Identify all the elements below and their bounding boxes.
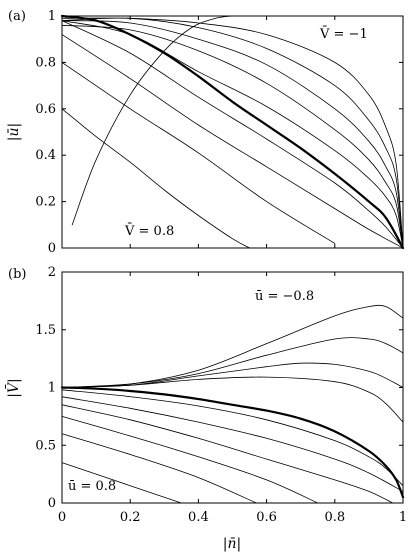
panel-b-lines xyxy=(60,304,405,504)
panel-a-series-line-10 xyxy=(71,15,233,226)
panel-a-lines xyxy=(60,14,405,250)
panel-a-series-line-9 xyxy=(61,108,250,249)
panel-b-annotation-bottom: ū = 0.8 xyxy=(68,479,116,494)
panel-a-series-line-0 xyxy=(61,17,404,249)
panel-b-frame xyxy=(61,271,404,504)
panel-a-series-line-7 xyxy=(61,34,404,249)
panel-a-ytick-label: 0.2 xyxy=(35,195,56,210)
panel-b-series-line-4 xyxy=(60,386,405,499)
panel-b-series-line-7 xyxy=(61,404,394,504)
panel-a-annotation-top: V̄ = −1 xyxy=(319,26,368,42)
panel-a-series-line-6 xyxy=(61,20,404,249)
panel-a-series-line-5 xyxy=(60,14,405,250)
panel-a-ytick-label: 0.8 xyxy=(35,55,56,70)
panel-b-series-line-8 xyxy=(61,416,319,504)
panel-a-ytick-label: 0.4 xyxy=(35,148,56,163)
panel-a-ytick-label: 0 xyxy=(48,241,56,256)
panel-a-frame xyxy=(61,15,404,249)
panel-b-xtick-label: 0.2 xyxy=(120,510,141,525)
panel-a: (a) 0 0.2 0.4 0.6 0.8 1 |ū| V̄ = −1 V̄ = 0.8 xyxy=(6,9,405,256)
panel-b-xtick-label: 0 xyxy=(58,510,66,525)
panel-a-annotation-bottom: V̄ = 0.8 xyxy=(124,223,174,239)
panel-b-annotation-top: ū = −0.8 xyxy=(255,289,314,304)
panel-a-ylabel: |ū| xyxy=(6,123,22,141)
panel-b-ylabel: |V̄| xyxy=(4,378,22,398)
panel-b-series-line-2 xyxy=(61,362,404,388)
panel-a-series-line-1 xyxy=(61,17,404,249)
panel-b-ytick-label: 0.5 xyxy=(35,438,56,453)
panel-b: (b) 0 0.5 1 1.5 2 0 0.2 0.4 0.6 0.8 1 |V̄| |n̄| ū … xyxy=(4,265,407,552)
panel-b-series-line-1 xyxy=(61,337,404,388)
panel-a-series-line-4 xyxy=(61,20,404,249)
panel-b-series-line-0 xyxy=(61,304,404,388)
panel-a-ytick-label: 1 xyxy=(48,9,56,24)
panel-b-xlabel: |n̄| xyxy=(223,536,241,552)
panel-b-ytick-label: 0 xyxy=(48,496,56,511)
panel-b-xtick-label: 0.4 xyxy=(188,510,209,525)
panel-b-xtick-label: 0.6 xyxy=(256,510,277,525)
panel-a-series-line-8 xyxy=(61,62,336,244)
panel-b-series-line-10 xyxy=(61,462,182,504)
panel-b-series-line-5 xyxy=(61,389,404,487)
panel-a-series-line-2 xyxy=(61,20,404,249)
panel-b-xtick-label: 0.8 xyxy=(324,510,345,525)
panel-b-series-line-6 xyxy=(61,396,404,492)
panel-b-xtick-label: 1 xyxy=(399,510,407,525)
panel-a-ytick-label: 0.6 xyxy=(35,102,56,117)
panel-b-series-line-3 xyxy=(61,376,404,423)
panel-b-ytick-label: 2 xyxy=(48,265,56,280)
panel-b-ticks: 0 0.5 1 1.5 2 0 0.2 0.4 0.6 0.8 1 xyxy=(35,265,407,525)
panel-b-ytick-label: 1 xyxy=(48,381,56,396)
panel-b-tag: (b) xyxy=(8,267,26,282)
panel-a-series-line-3 xyxy=(61,24,404,249)
panel-b-ytick-label: 1.5 xyxy=(35,323,56,338)
panel-b-series-line-9 xyxy=(61,433,257,504)
panel-a-tag: (a) xyxy=(8,9,26,24)
